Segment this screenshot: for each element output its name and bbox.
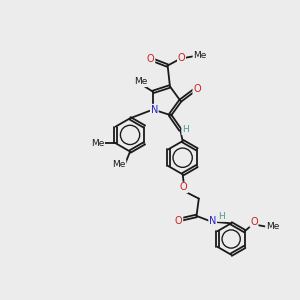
Text: H: H xyxy=(182,125,189,134)
Text: O: O xyxy=(180,182,188,193)
Text: Me: Me xyxy=(193,51,207,60)
Text: Me: Me xyxy=(112,160,126,169)
Text: O: O xyxy=(193,84,201,94)
Text: N: N xyxy=(209,215,216,226)
Text: Me: Me xyxy=(134,77,147,86)
Text: N: N xyxy=(151,104,158,115)
Text: O: O xyxy=(147,54,154,64)
Text: O: O xyxy=(175,215,182,226)
Text: O: O xyxy=(178,52,185,62)
Text: H: H xyxy=(218,212,225,221)
Text: Me: Me xyxy=(91,139,104,148)
Text: Me: Me xyxy=(266,222,279,231)
Text: O: O xyxy=(250,217,258,227)
